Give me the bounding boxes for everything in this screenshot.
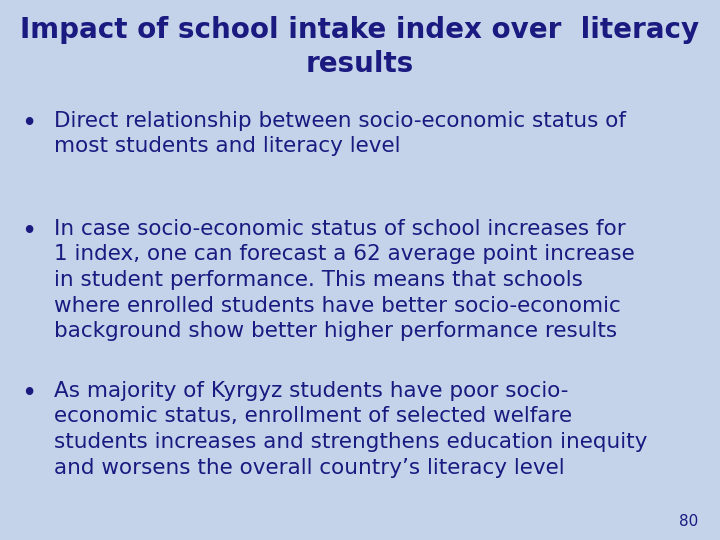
Text: •: •	[22, 381, 37, 407]
Text: In case socio-economic status of school increases for
1 index, one can forecast : In case socio-economic status of school …	[54, 219, 635, 341]
Text: Impact of school intake index over  literacy
results: Impact of school intake index over liter…	[20, 16, 700, 78]
Text: •: •	[22, 111, 37, 137]
Text: 80: 80	[679, 514, 698, 529]
Text: Direct relationship between socio-economic status of
most students and literacy : Direct relationship between socio-econom…	[54, 111, 626, 156]
Text: As majority of Kyrgyz students have poor socio-
economic status, enrollment of s: As majority of Kyrgyz students have poor…	[54, 381, 647, 477]
Text: •: •	[22, 219, 37, 245]
